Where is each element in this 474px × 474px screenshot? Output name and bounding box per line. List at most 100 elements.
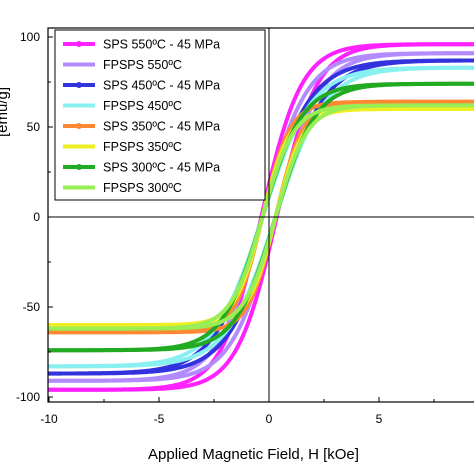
series-1-marker [168, 386, 172, 390]
series-3-marker [221, 339, 225, 343]
series-5-marker [128, 330, 132, 334]
series-3-marker [98, 371, 102, 375]
series-1-marker [318, 60, 322, 64]
series-5-marker [304, 122, 308, 126]
series-3-marker [58, 372, 62, 376]
series-7-marker [54, 348, 58, 352]
series-7-marker [186, 342, 190, 346]
series-7-marker [304, 108, 308, 112]
series-5-marker [291, 122, 295, 126]
series-7-marker [379, 83, 383, 87]
series-3-marker [401, 60, 405, 64]
series-5-marker [230, 308, 234, 312]
series-5-marker [181, 330, 185, 334]
series-7-marker [49, 348, 53, 352]
series-7-marker [414, 82, 418, 86]
series-1-marker [155, 387, 159, 391]
series-3-marker [331, 75, 335, 79]
series-5-marker [375, 100, 379, 104]
series-7-marker [76, 348, 80, 352]
series-5-marker [436, 100, 440, 104]
series-1-marker [186, 384, 190, 388]
series-1-marker [181, 381, 185, 385]
series-3-marker [177, 366, 181, 370]
series-1-marker [423, 42, 427, 47]
series-1-marker [287, 112, 291, 116]
series-5-marker [406, 100, 410, 104]
series-1-marker [172, 386, 176, 390]
series-7-marker [194, 339, 198, 343]
series-7-marker [181, 346, 185, 350]
series-7-marker [71, 348, 75, 352]
series-1-marker [93, 388, 97, 392]
series-5-marker [340, 102, 344, 106]
series-5-marker [450, 100, 454, 104]
series-3-marker [62, 371, 66, 376]
series-1-marker [344, 53, 348, 57]
series-3-marker [36, 372, 39, 375]
series-7-marker [199, 336, 203, 341]
series-1-marker [357, 48, 361, 52]
series-1-marker [199, 372, 203, 376]
series-7-marker [322, 93, 326, 98]
series-5-marker [133, 330, 137, 334]
series-3-marker [128, 371, 132, 375]
series-5-marker [93, 330, 97, 334]
series-3-marker [454, 59, 458, 63]
series-5-marker [155, 330, 159, 334]
series-7-marker [111, 348, 115, 352]
series-7-marker [326, 91, 330, 95]
series-3-marker [348, 67, 352, 71]
series-5-marker [164, 330, 168, 334]
x-tick-label: -5 [154, 412, 165, 426]
series-1-marker [353, 45, 357, 50]
series-3-marker [216, 344, 220, 348]
series-7-marker [186, 345, 190, 349]
series-1-marker [106, 388, 110, 392]
series-5-marker [419, 100, 423, 104]
series-7-marker [128, 348, 132, 352]
series-7-marker [120, 348, 124, 352]
series-7-marker [419, 82, 423, 86]
series-7-marker [353, 87, 357, 91]
legend-label: SPS 350ºC - 45 MPa [103, 120, 220, 134]
series-5-marker [199, 329, 203, 333]
series-1-marker [71, 388, 75, 392]
series-3-marker [309, 96, 313, 100]
series-1-marker [410, 43, 414, 47]
series-5-marker [401, 100, 405, 104]
legend-item: FPSPS 550ºC [63, 58, 182, 72]
series-7-marker [348, 88, 352, 92]
series-5-marker [168, 330, 172, 334]
series-7-marker [344, 86, 348, 90]
series-1-marker [216, 370, 220, 374]
series-1-marker [150, 387, 154, 391]
series-3-marker [313, 91, 317, 95]
series-3-marker [450, 59, 454, 63]
series-7-marker [142, 348, 146, 352]
plot-frame [47, 27, 474, 403]
series-5-marker [458, 100, 462, 104]
series-1-marker [216, 352, 220, 356]
series-1-marker [467, 42, 471, 46]
series-3-marker [366, 65, 370, 69]
series-5-marker [414, 100, 418, 104]
series-1-marker [335, 50, 339, 54]
series-3-marker [172, 363, 176, 367]
series-7-marker [401, 82, 405, 86]
series-7-marker [41, 349, 44, 352]
series-3-marker [54, 372, 58, 376]
series-3-marker [67, 371, 71, 376]
series-1-marker [256, 290, 260, 294]
series-1-marker [340, 55, 344, 59]
series-7-marker [230, 322, 234, 326]
series-7-marker [406, 82, 410, 86]
series-1-marker [177, 382, 181, 386]
series-5-marker [194, 329, 198, 334]
series-5-marker [54, 330, 58, 334]
series-1-marker [322, 57, 326, 61]
series-5-marker [159, 330, 163, 334]
series-1-marker [221, 366, 225, 370]
series-3-marker [362, 63, 366, 67]
